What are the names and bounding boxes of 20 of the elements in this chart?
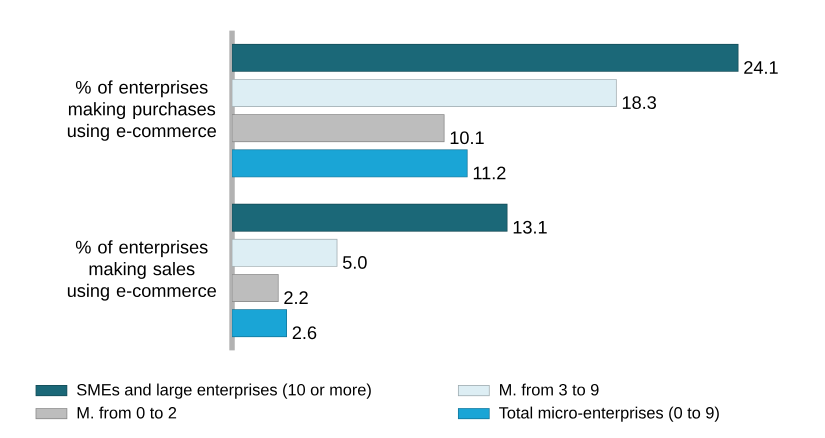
data-label: 5.0 [342,256,367,269]
bar [232,238,338,267]
bar [232,204,508,232]
legend-label: SMEs and large enterprises (10 or more) [77,384,371,399]
data-label: 18.3 [622,96,656,110]
data-label: 24.1 [744,61,778,74]
data-label: 2.6 [292,326,316,340]
data-label: 11.2 [474,166,506,180]
data-label: 10.1 [450,131,484,144]
legend-label: M. from 0 to 2 [78,406,176,419]
bar [232,309,287,338]
legend-label: M. from 3 to 9 [500,384,599,396]
bar [232,149,468,178]
data-label: 2.2 [284,291,308,304]
y-tick-label: % of enterprises making sales using e-commerce [68,240,216,301]
bar [232,79,617,107]
legend-label: Total micro-enterprises (0 to 9) [499,406,719,422]
bar [232,44,738,72]
data-label: 13.1 [514,220,547,234]
y-tick-label: % of enterprises making purchases using e-commerce [68,80,216,141]
